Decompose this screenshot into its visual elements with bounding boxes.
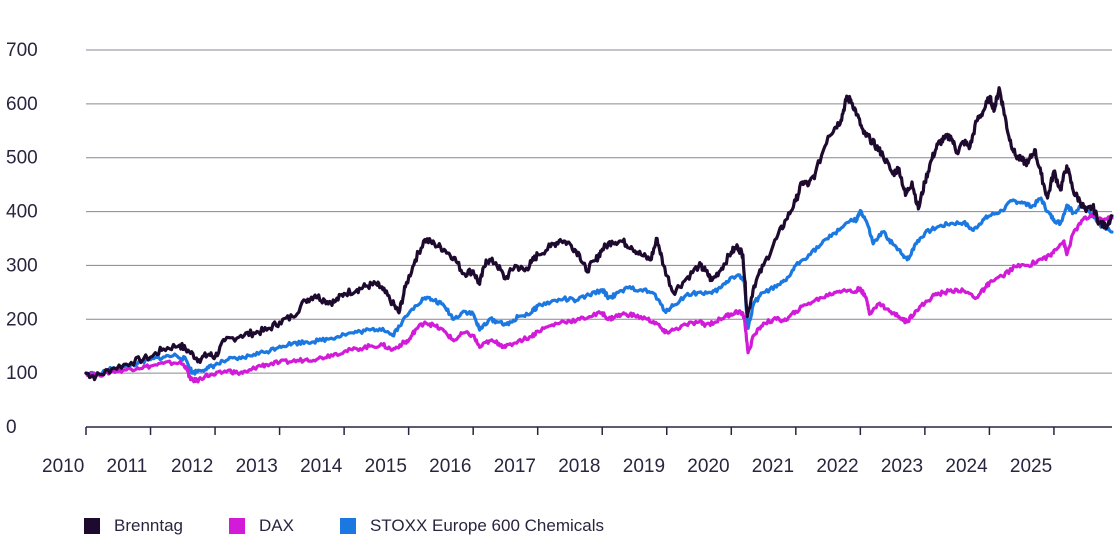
legend-swatch-brenntag	[84, 518, 100, 534]
y-tick-label: 400	[6, 202, 38, 223]
x-tick-label: 2017	[494, 456, 536, 477]
y-tick-label: 500	[6, 148, 38, 169]
x-tick-label: 2012	[171, 456, 213, 477]
x-tick-label: 2011	[107, 456, 148, 477]
x-tick-label: 2019	[623, 456, 665, 477]
x-tick-label: 2014	[300, 456, 343, 477]
x-tick-label: 2015	[365, 456, 407, 477]
series-line-brenntag	[84, 86, 1114, 382]
x-tick-label: 2010	[42, 456, 84, 477]
x-tick-label: 2016	[429, 456, 471, 477]
series-line-dax	[84, 212, 1114, 384]
y-axis-ticks: 0 100 200 300 400 500 600 700	[6, 40, 38, 438]
legend-item-brenntag: Brenntag	[84, 516, 183, 536]
x-tick-label: 2023	[881, 456, 923, 477]
x-tick-label: 2018	[558, 456, 600, 477]
grid-lines	[86, 49, 1112, 374]
legend: Brenntag DAX STOXX Europe 600 Chemicals	[84, 516, 650, 536]
x-tick-label: 2022	[816, 456, 858, 477]
legend-label-dax: DAX	[259, 516, 294, 535]
legend-label-brenntag: Brenntag	[114, 516, 183, 535]
legend-item-dax: DAX	[229, 516, 294, 536]
x-tick-label: 2024	[945, 456, 988, 477]
x-tick-label: 2013	[236, 456, 278, 477]
y-tick-label: 700	[6, 40, 38, 61]
y-tick-label: 200	[6, 309, 38, 330]
series-lines	[84, 86, 1114, 384]
x-tick-label: 2021	[752, 456, 794, 477]
legend-swatch-dax	[229, 518, 245, 534]
legend-label-stoxx: STOXX Europe 600 Chemicals	[369, 516, 604, 535]
y-tick-label: 600	[6, 94, 38, 115]
x-axis: 2010 2011 2012 2013 2014 2015 2016 2017 2018 2019…	[42, 426, 1112, 477]
legend-item-stoxx: STOXX Europe 600 Chemicals	[339, 516, 604, 536]
legend-swatch-stoxx	[339, 518, 356, 534]
x-tick-label: 2025	[1010, 456, 1052, 477]
y-tick-label: 0	[6, 417, 17, 438]
series-line-stoxx-europe-600-chemicals	[84, 196, 1114, 378]
y-tick-label: 300	[6, 255, 38, 276]
x-tick-label: 2020	[687, 456, 729, 477]
y-tick-label: 100	[6, 363, 38, 384]
